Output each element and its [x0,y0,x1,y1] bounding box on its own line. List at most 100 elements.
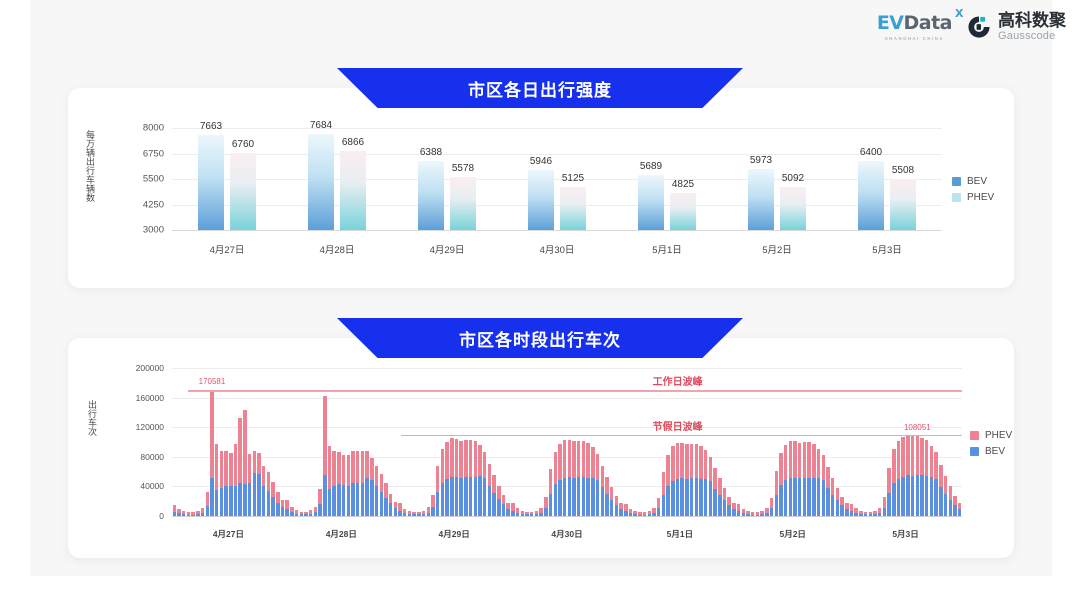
chart2-hour-bar-102 [652,507,656,516]
chart2-seg-bev-28 [304,514,308,516]
chart2-seg-bev-97 [628,513,633,516]
chart2-seg-phev-134 [802,442,807,478]
chart2-seg-bev-161 [929,476,934,516]
chart2-gridline-200000 [172,368,962,369]
chart1-bar-value-phev-0: 6760 [231,139,255,151]
chart2-hour-bar-159 [920,437,924,516]
chart2-seg-bev-34 [332,486,336,516]
chart1-bar-bev-5 [748,169,774,230]
chart2-seg-bev-67 [487,486,492,516]
chart2-hour-bar-108 [680,442,684,516]
chart2-hour-bar-38 [351,450,355,516]
chart2-hour-bar-54 [426,507,430,516]
chart2-x-tick-2: 4月29日 [438,529,470,539]
chart2-seg-bev-104 [661,495,666,516]
chart2-seg-bev-143 [845,508,849,516]
chart2-seg-bev-26 [294,513,299,516]
chart2-hour-bar-35 [337,452,341,516]
chart2-seg-bev-58 [445,479,449,516]
chart2-seg-phev-114 [708,456,713,482]
chart2-hour-bar-33 [327,445,332,516]
chart2-hour-bar-97 [628,508,633,516]
chart1-y-tick-8000: 8000 [142,122,164,134]
chart2-seg-phev-153 [892,449,896,484]
chart2-seg-bev-133 [798,478,802,516]
chart2-seg-phev-46 [388,493,393,504]
chart2-hour-bar-68 [492,475,496,516]
chart2-seg-phev-7 [205,492,209,506]
chart2-hour-bar-48 [398,503,402,516]
chart2-seg-phev-148 [868,512,873,515]
chart2-hour-bar-120 [736,504,741,516]
chart2-hour-bar-22 [276,492,280,516]
chart2-hour-bar-60 [454,439,459,516]
chart2-seg-phev-117 [722,487,727,501]
chart2-hour-bar-121 [741,508,746,516]
chart2-seg-phev-20 [266,472,271,491]
chart2-hour-bar-92 [605,476,609,516]
chart1-bar-phev-3 [560,186,586,230]
chart2-seg-phev-147 [863,512,868,515]
chart2-seg-bev-54 [426,512,430,516]
chart2-seg-phev-106 [671,446,675,482]
chart2-seg-bev-109 [685,479,689,516]
chart2-hour-bar-20 [266,472,271,516]
chart2-seg-phev-121 [741,508,746,514]
chart2-seg-bev-18 [257,473,261,516]
chart2-hour-bar-0 [172,504,177,516]
chart2-seg-phev-127 [769,497,774,509]
chart2-hour-bar-138 [821,455,825,516]
gausscode-cn-name: 高科数聚 [998,11,1066,30]
section-banner-1: 市区各日出行强度 [337,68,743,108]
chart2-seg-bev-124 [755,514,760,516]
chart2-hour-bar-13 [233,443,238,516]
chart2-seg-phev-65 [478,444,482,477]
chart2-seg-phev-29 [308,510,313,514]
chart2-hour-bar-61 [459,440,463,516]
chart2-hour-bar-149 [873,510,877,516]
chart1-x-tick-0: 4月27日 [209,245,245,256]
chart2-seg-phev-99 [638,512,642,515]
chart2-seg-bev-118 [727,505,731,516]
chart2-seg-phev-102 [652,507,656,513]
chart2-seg-phev-64 [473,441,478,477]
chart2-seg-phev-156 [906,436,910,476]
chart2-hour-bar-104 [661,472,666,516]
chart1-bar-value-phev-1: 6866 [341,137,365,149]
chart2-hour-bar-6 [200,507,205,516]
chart2-seg-bev-131 [788,478,793,516]
chart2-y-axis-label: 出行车次 [87,400,97,436]
chart2-y-tick-200000: 200000 [135,363,164,373]
chart2-hour-bar-63 [468,439,473,516]
chart2-seg-phev-40 [360,450,365,483]
chart1-gridline-3000 [172,230,942,231]
chart2-seg-bev-91 [600,487,604,516]
chart1-gridline-8000 [172,128,942,129]
chart2-seg-bev-103 [656,508,661,516]
chart2-hour-bar-134 [802,442,807,516]
chart2-seg-phev-98 [633,510,637,515]
chart2-seg-phev-146 [859,510,863,514]
chart2-hour-bar-147 [863,512,868,516]
chart2-seg-phev-19 [261,465,266,486]
chart2-seg-bev-128 [774,494,778,516]
chart2-seg-phev-75 [525,512,529,515]
chart2-seg-phev-21 [271,481,275,497]
chart2-seg-phev-39 [356,450,360,484]
chart2-seg-bev-134 [802,477,807,516]
chart1-y-axis-label: 每万辆出行车辆数 [85,130,95,202]
chart2-hour-bar-26 [294,510,299,516]
chart2-seg-phev-34 [332,450,336,487]
chart2-x-tick-4: 5月1日 [666,529,694,539]
chart2-hour-bar-58 [445,442,449,516]
chart2-seg-bev-110 [689,478,694,516]
chart2-hour-bar-118 [727,496,731,516]
chart2-hour-bar-5 [196,510,200,516]
chart2-seg-bev-96 [624,511,628,516]
chart2-seg-phev-52 [417,512,421,515]
chart2-hour-bar-28 [304,511,308,516]
chart2-seg-bev-151 [882,507,887,516]
chart1-bar-bev-2 [418,160,444,230]
chart2-seg-phev-12 [229,453,233,486]
